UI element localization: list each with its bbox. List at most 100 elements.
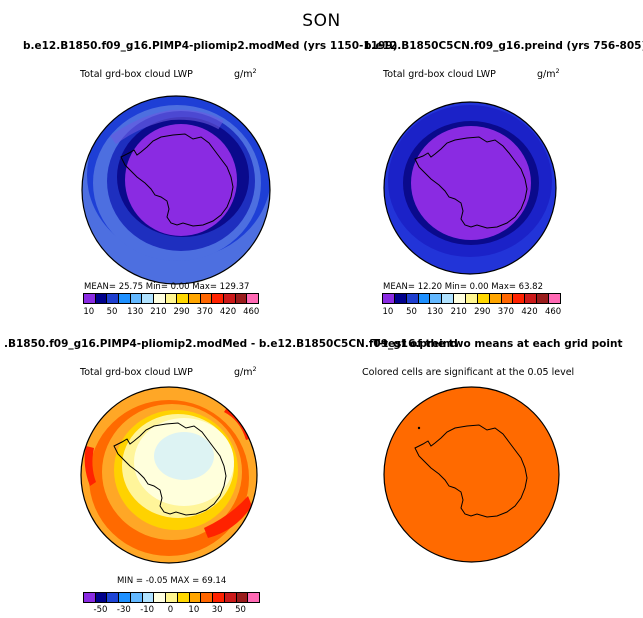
colorbar-tick-label: -30 — [116, 605, 131, 615]
colorbar-tick-label: 210 — [450, 307, 467, 317]
colorbar-box — [418, 294, 431, 303]
panel-4-map — [383, 386, 560, 563]
panel-1-stats: MEAN= 25.75 Min= 0.00 Max= 129.37 — [84, 282, 250, 292]
marker-dot — [417, 426, 421, 430]
antarctica-coastline — [120, 133, 234, 227]
colorbar-box — [224, 294, 236, 303]
colorbar-box — [430, 294, 443, 303]
colorbar-box — [477, 294, 490, 303]
panel-2-stats: MEAN= 12.20 Min= 0.00 Max= 63.82 — [383, 282, 544, 292]
panel-2-title: b.e12.B1850C5CN.f09_g16.preind (yrs 756-… — [364, 40, 643, 52]
colorbar-box — [537, 294, 550, 303]
figure-title: SON — [302, 11, 341, 31]
map-field-red-left — [84, 446, 96, 486]
colorbar-box — [442, 294, 455, 303]
colorbar-box — [95, 593, 108, 602]
panel-3-title: .B1850.f09_g16.PIMP4-pliomip2.modMed - b… — [4, 338, 458, 350]
colorbar-box — [236, 593, 249, 602]
map-boundary — [81, 95, 271, 285]
panel-1-colorbar — [83, 293, 259, 304]
antarctica-coastline — [414, 136, 528, 229]
colorbar-box — [406, 294, 419, 303]
panel-3-subtitle: Total grd-box cloud LWP — [80, 367, 193, 378]
map-field-red-right — [204, 496, 252, 538]
colorbar-tick-label: 370 — [196, 307, 213, 317]
panel-2-subtitle: Total grd-box cloud LWP — [383, 69, 496, 80]
colorbar-box — [394, 294, 407, 303]
colorbar-box — [142, 593, 155, 602]
colorbar-box — [248, 593, 260, 602]
colorbar-tick-label: 460 — [544, 307, 562, 317]
colorbar-tick-label: 10 — [382, 307, 394, 317]
colorbar-tick-label: 130 — [426, 307, 444, 317]
colorbar-tick-label: 290 — [173, 307, 190, 317]
map-field-core — [125, 124, 237, 236]
colorbar-tick-label: 30 — [211, 605, 223, 615]
ttest-significance-fill — [383, 386, 560, 563]
panel-4-title: T-test of the two means at each grid poi… — [373, 338, 623, 350]
colorbar-tick-label: 370 — [497, 307, 515, 317]
colorbar-box — [224, 593, 237, 602]
colorbar-box — [177, 294, 190, 303]
map-field-core — [411, 126, 531, 240]
colorbar-box — [84, 294, 96, 303]
colorbar-box — [212, 294, 225, 303]
colorbar-tick-label: 50 — [106, 307, 118, 317]
colorbar-tick-label: 50 — [406, 307, 417, 317]
panel-1-units: g/m2 — [234, 67, 257, 81]
panel-2-colorbar-labels: 10 50 130 210 290 370 420 460 — [382, 307, 562, 319]
colorbar-box — [166, 593, 178, 602]
map-boundary — [80, 386, 258, 564]
colorbar-box — [200, 294, 213, 303]
panel-2-units: g/m2 — [537, 67, 560, 81]
colorbar-box — [107, 593, 120, 602]
colorbar-tick-label: 10 — [188, 605, 200, 615]
colorbar-box — [466, 294, 478, 303]
colorbar-box — [189, 294, 201, 303]
panel-1-subtitle: Total grd-box cloud LWP — [80, 69, 193, 80]
panel-1-colorbar-labels: 10 50 130 210 290 370 420 460 — [83, 307, 260, 319]
colorbar-box — [130, 294, 143, 303]
colorbar-box — [95, 294, 108, 303]
panel-3-colorbar-labels: -50 -30 -10 0 10 30 50 — [83, 605, 258, 617]
panel-4-subtitle: Colored cells are significant at the 0.0… — [362, 367, 575, 378]
colorbar-box — [213, 593, 225, 602]
colorbar-box — [165, 294, 178, 303]
colorbar-tick-label: 420 — [219, 307, 237, 317]
colorbar-box — [107, 294, 120, 303]
colorbar-tick-label: -50 — [93, 605, 108, 615]
colorbar-box — [235, 294, 248, 303]
panel-3-stats: MIN = -0.05 MAX = 69.14 — [117, 576, 227, 586]
colorbar-box — [513, 294, 526, 303]
panel-3-map — [80, 386, 258, 564]
colorbar-box — [119, 593, 131, 602]
colorbar-box — [119, 294, 131, 303]
colorbar-tick-label: 0 — [167, 605, 174, 615]
colorbar-box — [454, 294, 467, 303]
colorbar-box — [501, 294, 514, 303]
colorbar-tick-label: 130 — [127, 307, 144, 317]
colorbar-tick-label: 10 — [83, 307, 95, 317]
panel-2-colorbar — [382, 293, 561, 304]
colorbar-tick-label: 420 — [521, 307, 538, 317]
colorbar-box — [130, 593, 143, 602]
panel-3-units: g/m2 — [234, 365, 257, 379]
colorbar-box — [189, 593, 202, 602]
panel-2-map — [383, 101, 557, 275]
colorbar-box — [383, 294, 395, 303]
colorbar-tick-label: 50 — [235, 605, 246, 615]
colorbar-tick-label: 290 — [474, 307, 491, 317]
map-field-lightblue — [154, 432, 214, 480]
colorbar-box — [142, 294, 155, 303]
colorbar-tick-label: -10 — [140, 605, 155, 615]
colorbar-box — [201, 593, 214, 602]
colorbar-box — [489, 294, 502, 303]
colorbar-box — [549, 294, 560, 303]
panel-1-title: b.e12.B1850.f09_g16.PIMP4-pliomip2.modMe… — [23, 40, 398, 52]
map-boundary — [383, 101, 557, 275]
colorbar-box — [177, 593, 190, 602]
colorbar-tick-label: 460 — [243, 307, 260, 317]
colorbar-box — [247, 294, 259, 303]
colorbar-tick-label: 210 — [150, 307, 167, 317]
colorbar-box — [84, 593, 96, 602]
